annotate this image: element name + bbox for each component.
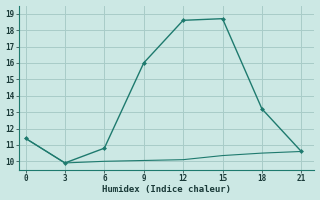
- X-axis label: Humidex (Indice chaleur): Humidex (Indice chaleur): [102, 185, 231, 194]
